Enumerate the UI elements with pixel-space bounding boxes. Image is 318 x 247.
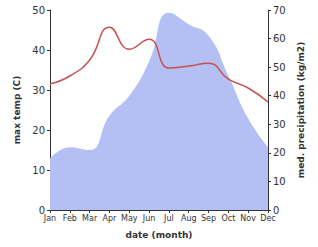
svg-text:Oct: Oct — [221, 214, 235, 223]
svg-text:60: 60 — [273, 33, 286, 44]
svg-text:70: 70 — [273, 5, 286, 16]
svg-text:20: 20 — [273, 147, 286, 158]
svg-text:50: 50 — [273, 62, 286, 73]
svg-text:Jun: Jun — [142, 214, 156, 223]
svg-text:Dec: Dec — [260, 214, 275, 223]
svg-text:Sep: Sep — [201, 214, 216, 223]
svg-text:Aug: Aug — [181, 214, 197, 223]
svg-text:Mar: Mar — [82, 214, 98, 223]
svg-text:40: 40 — [32, 45, 45, 56]
svg-text:10: 10 — [32, 165, 45, 176]
svg-text:Jan: Jan — [43, 214, 56, 223]
svg-text:med. precipitation (kg/m2): med. precipitation (kg/m2) — [296, 42, 306, 178]
svg-text:0: 0 — [273, 204, 280, 216]
svg-text:10: 10 — [273, 176, 286, 187]
svg-text:Feb: Feb — [63, 214, 77, 223]
svg-text:40: 40 — [273, 90, 286, 101]
svg-text:Jul: Jul — [163, 214, 174, 223]
svg-text:Nov: Nov — [240, 214, 256, 223]
svg-text:30: 30 — [273, 119, 286, 130]
svg-text:May: May — [121, 214, 138, 223]
svg-text:20: 20 — [32, 125, 45, 136]
svg-text:50: 50 — [32, 5, 45, 16]
svg-text:date (month): date (month) — [126, 230, 193, 240]
svg-text:30: 30 — [32, 85, 45, 96]
svg-text:0: 0 — [38, 204, 45, 216]
svg-text:Apr: Apr — [103, 214, 118, 223]
svg-text:max temp (C): max temp (C) — [12, 76, 22, 145]
